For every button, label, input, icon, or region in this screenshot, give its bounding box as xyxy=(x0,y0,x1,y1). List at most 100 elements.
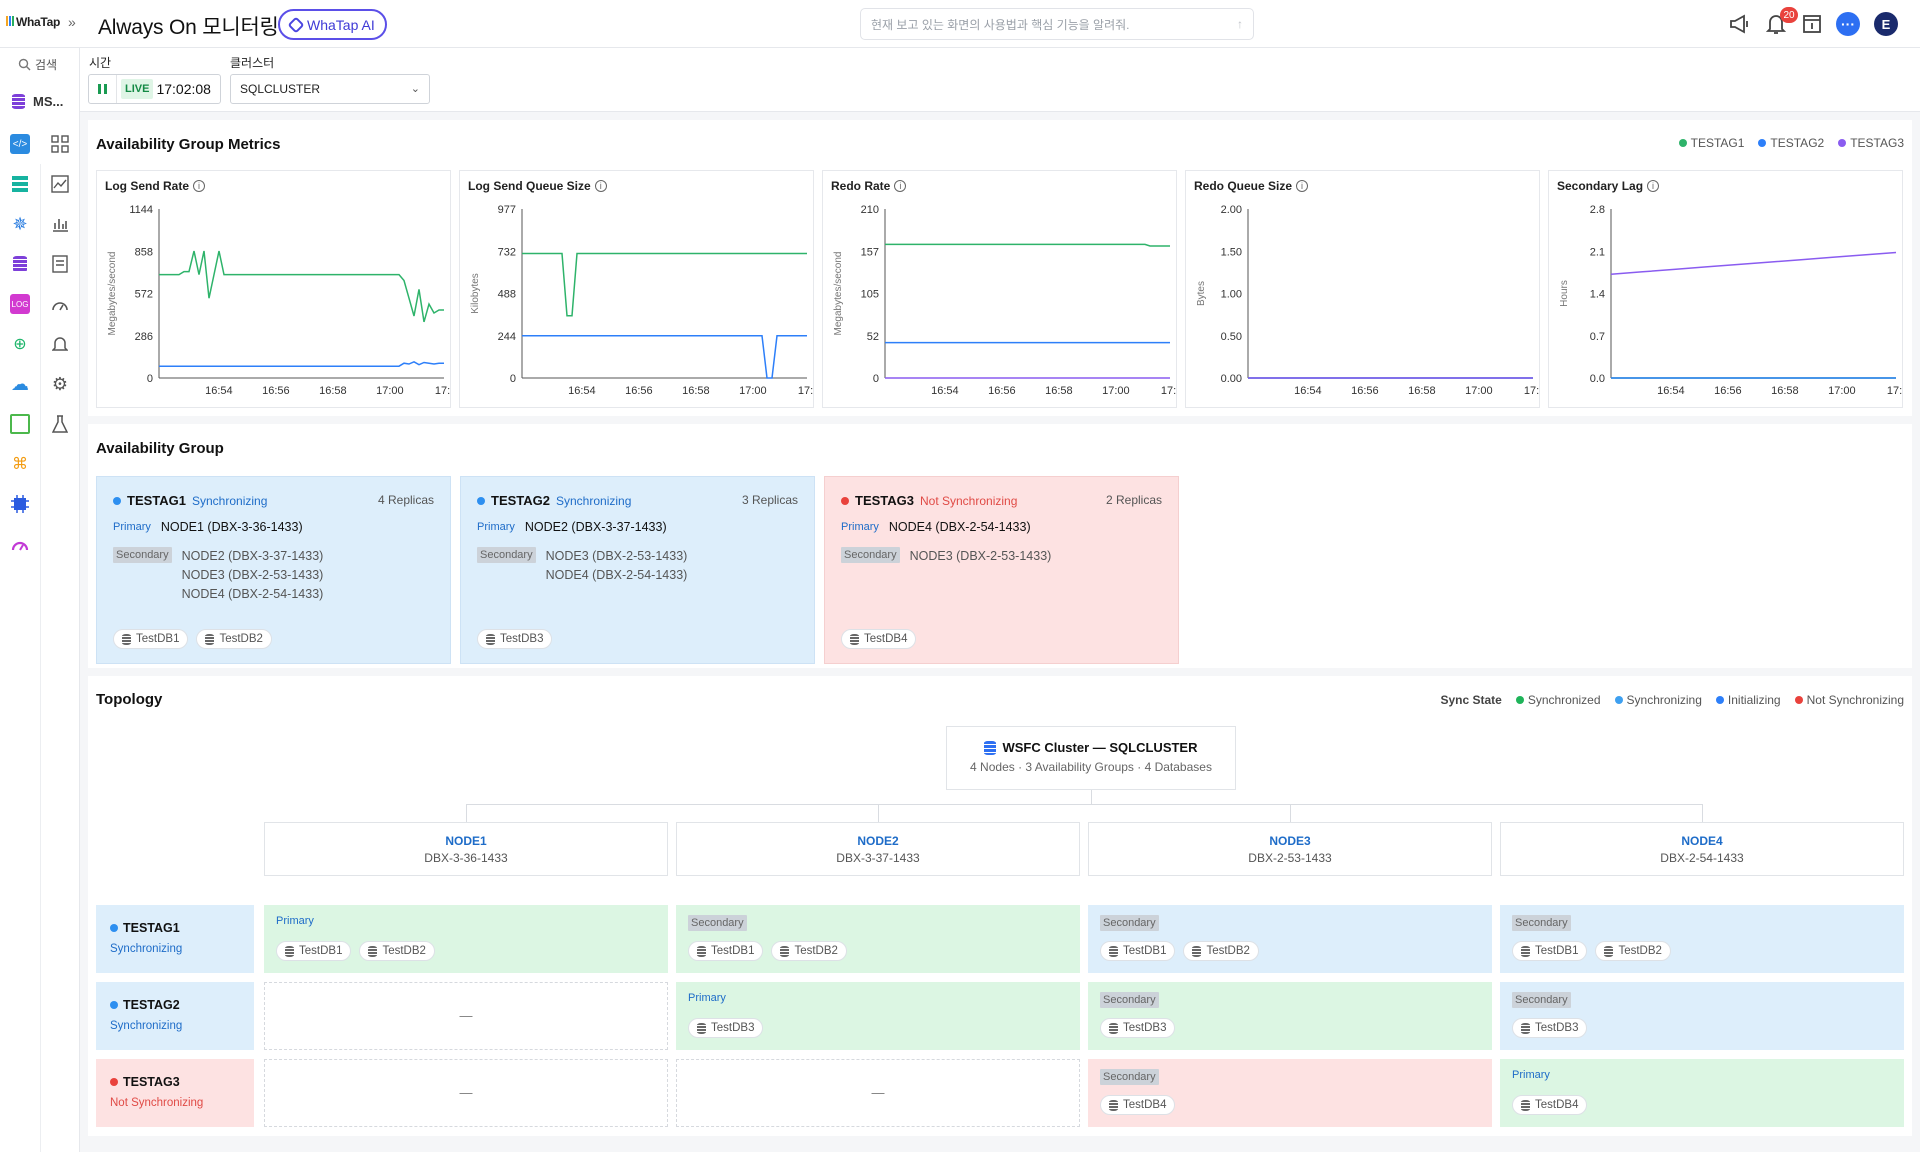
availability-group-panel: Availability Group TESTAG1 Synchronizing 4… xyxy=(88,424,1912,668)
series-line-testag2[interactable] xyxy=(159,360,444,367)
code-icon[interactable]: </> xyxy=(10,134,30,154)
cloud-icon[interactable]: ☁ xyxy=(11,373,29,394)
bell-icon[interactable] xyxy=(1764,12,1788,36)
series-line-testag1[interactable] xyxy=(159,250,444,323)
node-header-node4[interactable]: NODE4 DBX-2-54-1433 xyxy=(1500,822,1904,876)
y-tick-label: 157 xyxy=(861,246,879,258)
whatap-logo[interactable]: WhaTap xyxy=(6,15,60,29)
node-header-node2[interactable]: NODE2 DBX-3-37-1433 xyxy=(676,822,1080,876)
topology-cell[interactable]: Secondary TestDB1 TestDB2 xyxy=(676,905,1080,973)
node-header-node1[interactable]: NODE1 DBX-3-36-1433 xyxy=(264,822,668,876)
node-host: DBX-2-53-1433 xyxy=(1248,851,1332,865)
y-tick-label: 0.00 xyxy=(1221,373,1242,385)
chat-icon[interactable]: ··· xyxy=(1836,12,1860,36)
topology-cell[interactable]: Primary TestDB4 xyxy=(1500,1059,1904,1127)
time-picker[interactable]: LIVE 17:02:08 xyxy=(88,74,221,104)
database-chip[interactable]: TestDB1 xyxy=(1100,941,1176,961)
database-chips: TestDB3 xyxy=(1512,1018,1588,1038)
gauge-icon[interactable] xyxy=(50,294,70,314)
topology-cell[interactable]: Primary TestDB3 xyxy=(676,982,1080,1050)
browser-icon[interactable] xyxy=(10,414,30,434)
info-icon[interactable]: i xyxy=(894,180,907,192)
expand-sidebar-icon[interactable]: » xyxy=(68,14,76,30)
database-chip[interactable]: TestDB4 xyxy=(841,629,917,649)
database-chip[interactable]: TestDB2 xyxy=(771,941,847,961)
info-icon[interactable]: i xyxy=(193,180,206,192)
info-icon[interactable]: i xyxy=(594,180,607,192)
ag-card-testag3[interactable]: TESTAG3 Not Synchronizing 2 Replicas Primar… xyxy=(824,476,1179,664)
chart-redo-queue-size[interactable]: Redo Queue Size i Bytes 2.00 1.50 1.00 0.50 0.0… xyxy=(1185,170,1540,408)
kubernetes-icon[interactable]: ✵ xyxy=(12,213,28,234)
topology-cell[interactable]: Secondary TestDB1 TestDB2 xyxy=(1500,905,1904,973)
node-header-node3[interactable]: NODE3 DBX-2-53-1433 xyxy=(1088,822,1492,876)
legend-item-testag2[interactable]: TESTAG2 xyxy=(1758,136,1824,150)
info-icon[interactable]: i xyxy=(1296,180,1309,192)
chart-redo-rate[interactable]: Redo Rate i Megabytes/second 210 157 105 52 0 16… xyxy=(822,170,1177,408)
whatap-ai-button[interactable]: WhaTap AI xyxy=(278,9,387,40)
server-list-icon[interactable] xyxy=(10,174,30,194)
database-chip[interactable]: TestDB4 xyxy=(1100,1095,1176,1115)
series-line-testag3[interactable] xyxy=(1610,251,1897,275)
topology-cell[interactable]: Secondary TestDB3 xyxy=(1088,982,1492,1050)
database-chip[interactable]: TestDB1 xyxy=(688,941,764,961)
flask-icon[interactable] xyxy=(50,414,70,434)
series-line-testag1[interactable] xyxy=(885,243,1170,247)
database-side-icon[interactable] xyxy=(10,254,30,274)
database-chip[interactable]: TestDB3 xyxy=(1100,1018,1176,1038)
topology-cell[interactable]: Secondary TestDB4 xyxy=(1088,1059,1492,1127)
product-selector[interactable]: MS... xyxy=(12,94,63,109)
alert-bell-icon[interactable] xyxy=(50,334,70,354)
database-chip[interactable]: TestDB3 xyxy=(477,629,553,649)
database-chip[interactable]: TestDB3 xyxy=(1512,1018,1588,1038)
database-chip[interactable]: TestDB2 xyxy=(1595,941,1671,961)
topology-row-testag3[interactable]: TESTAG3 Not Synchronizing xyxy=(96,1059,254,1127)
dashboard-icon[interactable] xyxy=(50,134,70,154)
primary-label: Primary xyxy=(1512,1069,1550,1081)
y-tick-label: 0 xyxy=(873,373,879,385)
database-chip[interactable]: TestDB4 xyxy=(1512,1095,1588,1115)
ag-card-testag1[interactable]: TESTAG1 Synchronizing 4 Replicas Primary NOD… xyxy=(96,476,451,664)
database-chip[interactable]: TestDB1 xyxy=(1512,941,1588,961)
database-chip[interactable]: TestDB1 xyxy=(276,941,352,961)
log-icon[interactable]: LOG xyxy=(10,294,30,314)
chart-log-send-rate[interactable]: Log Send Rate i Megabytes/second 1144 858 572… xyxy=(96,170,451,408)
network-icon[interactable]: ⊕ xyxy=(13,336,27,353)
database-chip[interactable]: TestDB2 xyxy=(359,941,435,961)
settings-gear-icon[interactable]: ⚙ xyxy=(51,373,69,394)
gauge-color-icon[interactable] xyxy=(10,534,30,554)
x-tick-label: 16:54 xyxy=(1294,385,1322,397)
puzzle-icon[interactable]: ⌘ xyxy=(12,456,28,473)
topology-cell[interactable]: Secondary TestDB3 xyxy=(1500,982,1904,1050)
database-chip[interactable]: TestDB2 xyxy=(196,629,272,649)
y-axis-label: Hours xyxy=(1559,280,1570,307)
series-line-testag2[interactable] xyxy=(522,335,807,379)
megaphone-icon[interactable] xyxy=(1728,12,1752,36)
topology-cell[interactable]: Secondary TestDB1 TestDB2 xyxy=(1088,905,1492,973)
image-chart-icon[interactable] xyxy=(50,174,70,194)
info-panel-icon[interactable] xyxy=(1800,12,1824,36)
avatar[interactable]: E xyxy=(1874,12,1898,36)
chart-log-send-queue-size[interactable]: Log Send Queue Size i Kilobytes 977 732 488 24… xyxy=(459,170,814,408)
send-arrow-icon[interactable]: ↑ xyxy=(1237,17,1243,31)
chip-icon[interactable] xyxy=(10,494,30,514)
report-icon[interactable] xyxy=(50,254,70,274)
series-line-testag1[interactable] xyxy=(522,252,807,317)
notification-badge: 20 xyxy=(1780,7,1798,23)
ag-card-testag2[interactable]: TESTAG2 Synchronizing 3 Replicas Primary NOD… xyxy=(460,476,815,664)
database-chip[interactable]: TestDB3 xyxy=(688,1018,764,1038)
pause-button[interactable] xyxy=(89,75,117,103)
database-chip[interactable]: TestDB1 xyxy=(113,629,189,649)
chart-secondary-lag[interactable]: Secondary Lag i Hours 2.8 2.1 1.4 0.7 0.0 16:54 1… xyxy=(1548,170,1903,408)
ai-search-input[interactable]: 현재 보고 있는 화면의 사용법과 핵심 기능을 알려줘. ↑ xyxy=(860,8,1254,40)
topology-cell[interactable]: Primary TestDB1 TestDB2 xyxy=(264,905,668,973)
wsfc-cluster-box[interactable]: WSFC Cluster — SQLCLUSTER 4 Nodes · 3 Av… xyxy=(946,726,1236,790)
bar-chart-icon[interactable] xyxy=(50,214,70,234)
legend-item-testag1[interactable]: TESTAG1 xyxy=(1678,136,1744,150)
topology-row-testag1[interactable]: TESTAG1 Synchronizing xyxy=(96,905,254,973)
topology-row-testag2[interactable]: TESTAG2 Synchronizing xyxy=(96,982,254,1050)
database-chip[interactable]: TestDB2 xyxy=(1183,941,1259,961)
info-icon[interactable]: i xyxy=(1647,180,1660,192)
sidebar-search[interactable]: 검색 xyxy=(18,56,57,73)
legend-item-testag3[interactable]: TESTAG3 xyxy=(1838,136,1904,150)
cluster-select[interactable]: SQLCLUSTER ⌄ xyxy=(230,74,430,104)
